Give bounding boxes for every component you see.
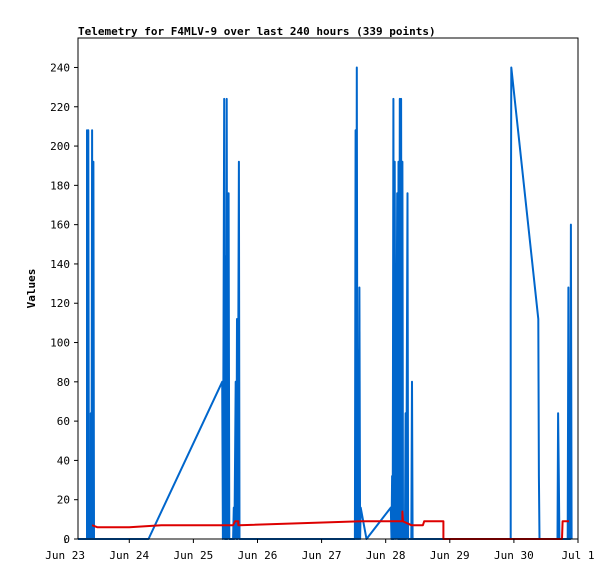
plot-area — [78, 66, 573, 540]
y-tick-label: 220 — [50, 101, 70, 114]
y-axis-label: Values — [25, 269, 38, 309]
y-tick-label: 100 — [50, 337, 70, 350]
y-tick-label: 80 — [57, 376, 70, 389]
x-tick-label: Jul 1 — [561, 549, 594, 562]
x-tick-label: Jun 23 — [45, 549, 85, 562]
series-line-1 — [78, 66, 573, 540]
y-tick-label: 20 — [57, 494, 70, 507]
x-tick-label: Jun 27 — [302, 549, 342, 562]
y-tick-label: 200 — [50, 140, 70, 153]
y-tick-label: 0 — [63, 533, 70, 546]
y-tick-label: 240 — [50, 61, 70, 74]
axis-ticks: 0 20 40 60 80 100 120 140 160 180 200 220 240 Jun 23 J… — [45, 61, 594, 562]
x-tick-label: Jun 26 — [238, 549, 278, 562]
y-tick-label: 160 — [50, 219, 70, 232]
series-line-2 — [91, 510, 569, 540]
y-tick-label: 40 — [57, 454, 70, 467]
chart-title: Telemetry for F4MLV-9 over last 240 hour… — [78, 25, 436, 38]
y-tick-label: 60 — [57, 415, 70, 428]
x-tick-label: Jun 24 — [109, 549, 149, 562]
x-tick-label: Jun 30 — [494, 549, 534, 562]
x-tick-label: Jun 29 — [430, 549, 470, 562]
y-tick-label: 120 — [50, 297, 70, 310]
x-tick-label: Jun 28 — [366, 549, 406, 562]
y-tick-label: 180 — [50, 179, 70, 192]
plot-frame — [77, 37, 579, 540]
x-tick-label: Jun 25 — [174, 549, 214, 562]
y-tick-label: 140 — [50, 258, 70, 271]
